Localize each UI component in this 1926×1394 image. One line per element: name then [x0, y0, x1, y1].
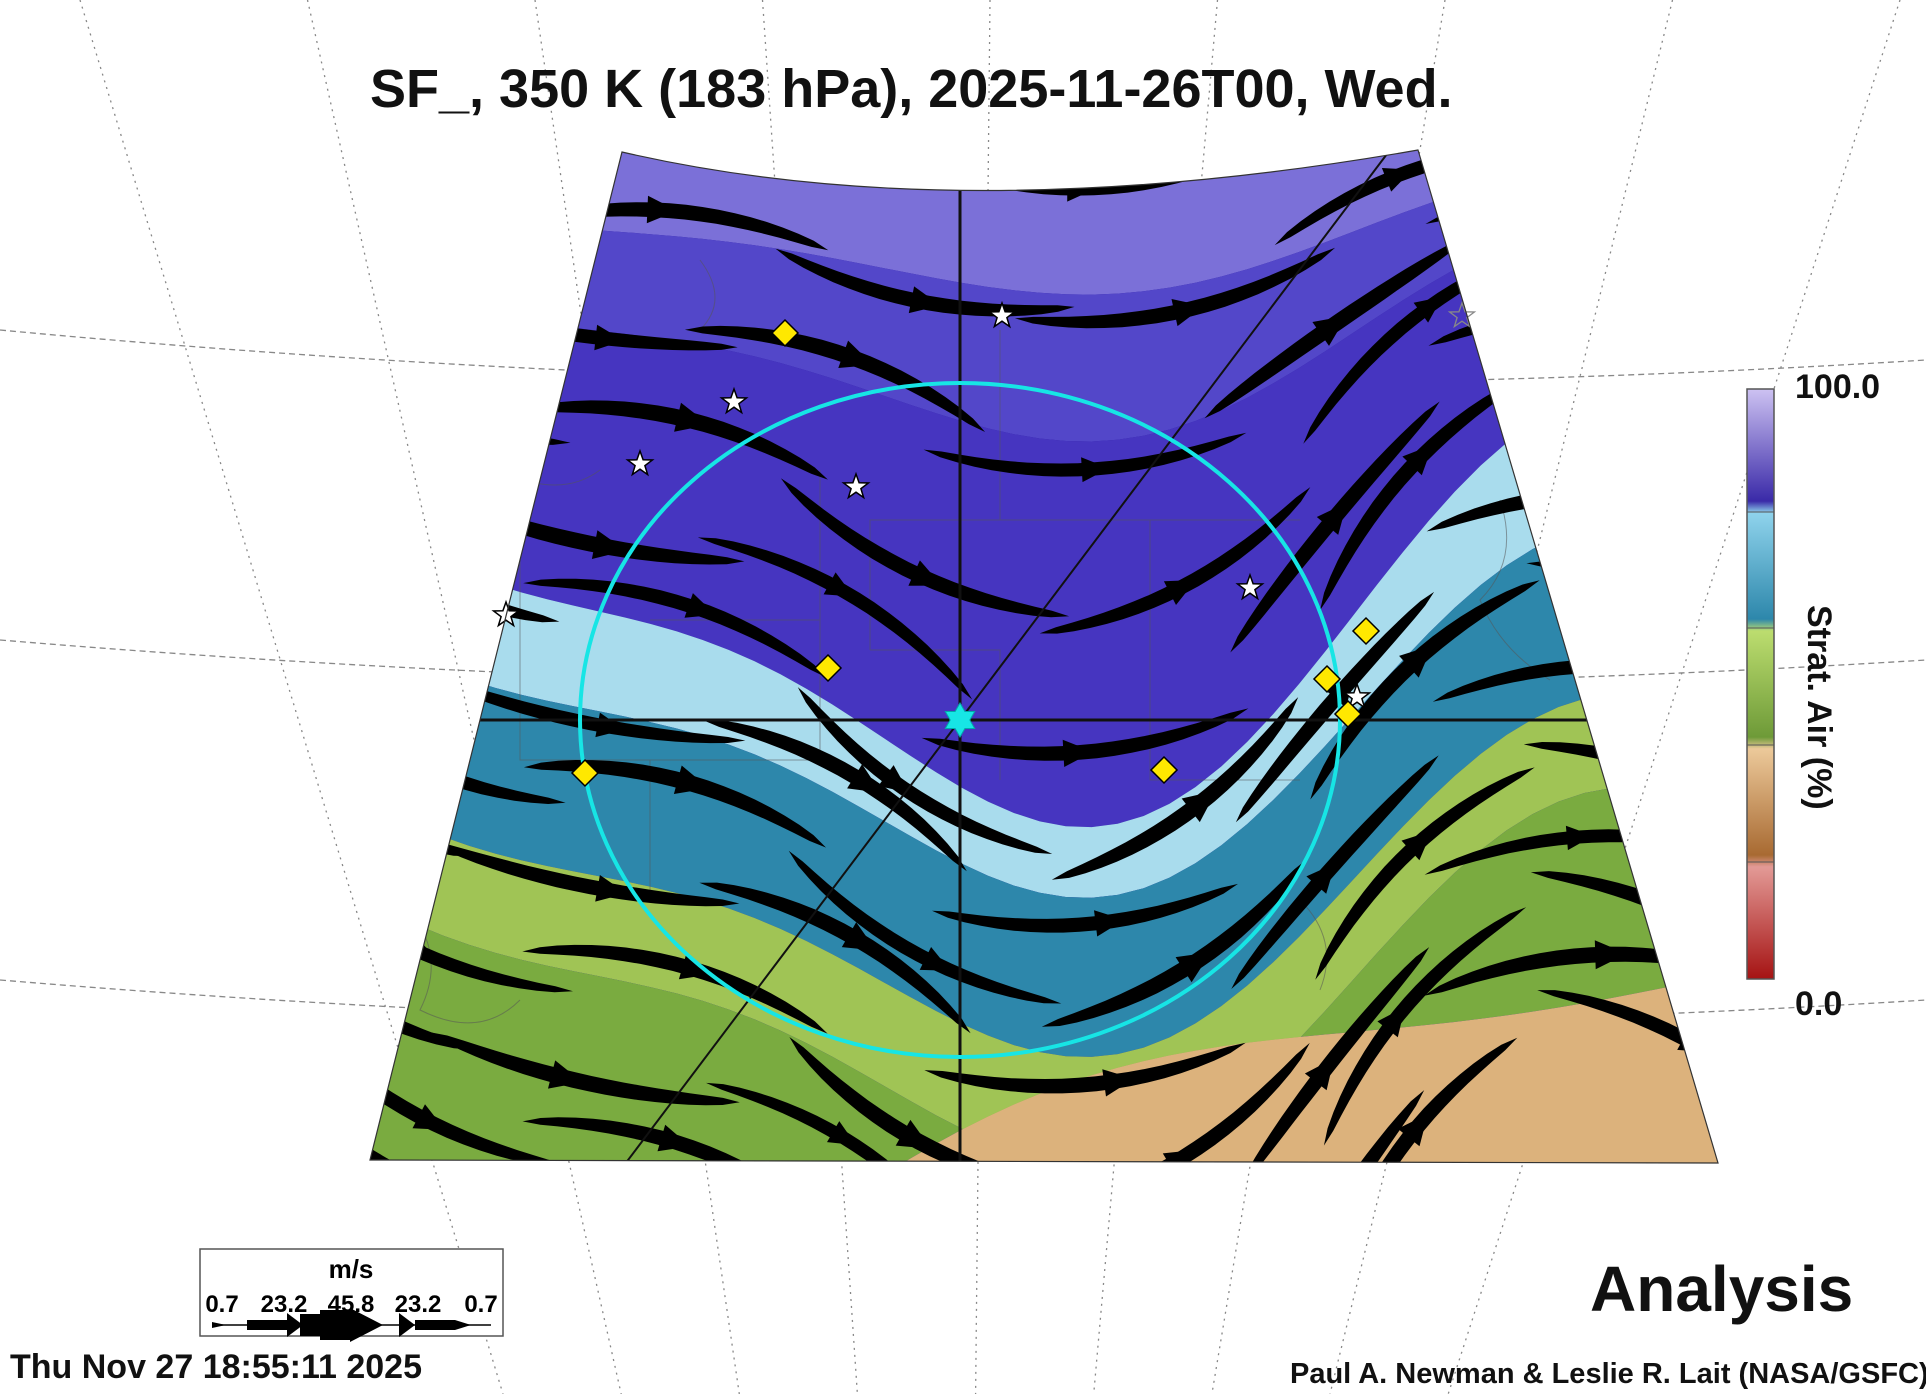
svg-text:m/s: m/s	[329, 1254, 374, 1284]
svg-text:0.7: 0.7	[464, 1291, 497, 1318]
svg-text:23.2: 23.2	[261, 1291, 308, 1318]
svg-text:0.7: 0.7	[205, 1291, 238, 1318]
svg-text:23.2: 23.2	[395, 1291, 442, 1318]
